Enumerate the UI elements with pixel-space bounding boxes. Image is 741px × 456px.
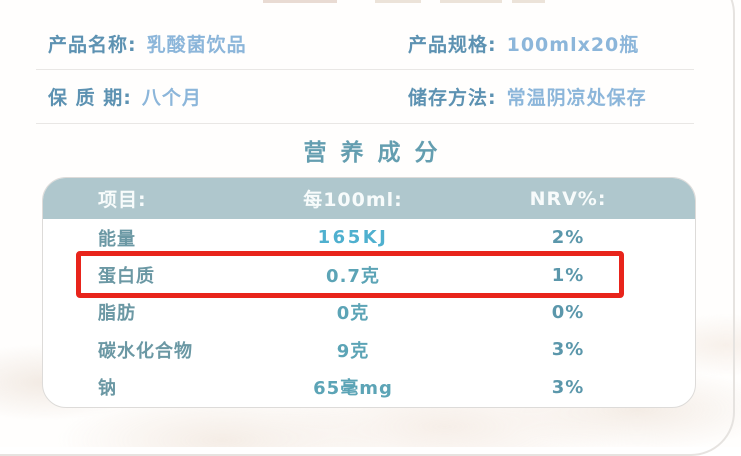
product-name-field: 产品名称: 乳酸菌饮品 <box>36 30 408 57</box>
storage-method-label: 储存方法: <box>408 87 497 109</box>
item-name: 蛋白质 <box>98 266 155 288</box>
product-spec-field: 产品规格: 100mlx20瓶 <box>408 30 694 57</box>
nutrition-title: 营养成分 <box>303 140 452 166</box>
per100ml-value: 165KJ <box>317 227 389 249</box>
per100ml-value: 9克 <box>336 340 370 362</box>
nutrition-row: 能量 165KJ 2% <box>43 219 695 256</box>
nutrition-row: 钠 65毫mg 3% <box>43 369 695 406</box>
product-spec-label: 产品规格: <box>408 34 497 56</box>
nutrition-row: 蛋白质 0.7克 1% <box>43 251 695 299</box>
col-header-per100ml: 每100ml: <box>303 189 403 211</box>
cropped-text-remnant <box>440 0 502 3</box>
item-name: 钠 <box>98 378 117 400</box>
info-row-1: 产品名称: 乳酸菌饮品 产品规格: 100mlx20瓶 <box>36 18 694 70</box>
nrv-value: 0% <box>551 301 585 323</box>
per100ml-value: 65毫mg <box>313 378 393 400</box>
per100ml-value: 0克 <box>336 303 370 325</box>
product-info-section: 产品名称: 乳酸菌饮品 产品规格: 100mlx20瓶 保 质 期: 八个月 储… <box>36 18 694 124</box>
per100ml-value: 0.7克 <box>326 266 380 288</box>
col-header-nrv: NRV%: <box>529 187 607 210</box>
nutrition-table-body: 能量 165KJ 2% 蛋白质 0.7克 1% 脂肪 0克 0% 碳水化合物 9克 3% 钠 65毫mg 3… <box>43 219 695 406</box>
nrv-value: 1% <box>551 264 585 286</box>
nutrition-row: 碳水化合物 9克 3% <box>43 331 695 368</box>
nutrition-row: 脂肪 0克 0% <box>43 294 695 331</box>
info-row-2: 保 质 期: 八个月 储存方法: 常温阴凉处保存 <box>36 70 694 124</box>
item-name: 脂肪 <box>98 303 136 325</box>
product-spec-value: 100mlx20瓶 <box>506 34 640 56</box>
product-name-label: 产品名称: <box>48 34 137 56</box>
shelf-life-field: 保 质 期: 八个月 <box>36 83 408 110</box>
col-header-item: 项目: <box>98 189 147 211</box>
product-name-value: 乳酸菌饮品 <box>146 34 247 56</box>
cropped-text-remnant <box>263 0 337 3</box>
item-name: 能量 <box>98 228 136 250</box>
nutrition-table: 项目: 每100ml: NRV%: 能量 165KJ 2% 蛋白质 0.7克 1% 脂肪 0克… <box>42 177 696 408</box>
nrv-value: 3% <box>551 376 585 398</box>
nrv-value: 3% <box>551 339 585 361</box>
nutrition-table-header: 项目: 每100ml: NRV%: <box>43 178 695 219</box>
shelf-life-value: 八个月 <box>141 87 202 109</box>
item-name: 碳水化合物 <box>98 340 193 362</box>
storage-method-field: 储存方法: 常温阴凉处保存 <box>408 83 694 110</box>
storage-method-value: 常温阴凉处保存 <box>506 87 647 109</box>
cropped-text-remnant <box>375 0 421 3</box>
cropped-text-remnant <box>512 0 545 3</box>
shelf-life-label: 保 质 期: <box>48 87 132 109</box>
nrv-value: 2% <box>551 227 585 249</box>
